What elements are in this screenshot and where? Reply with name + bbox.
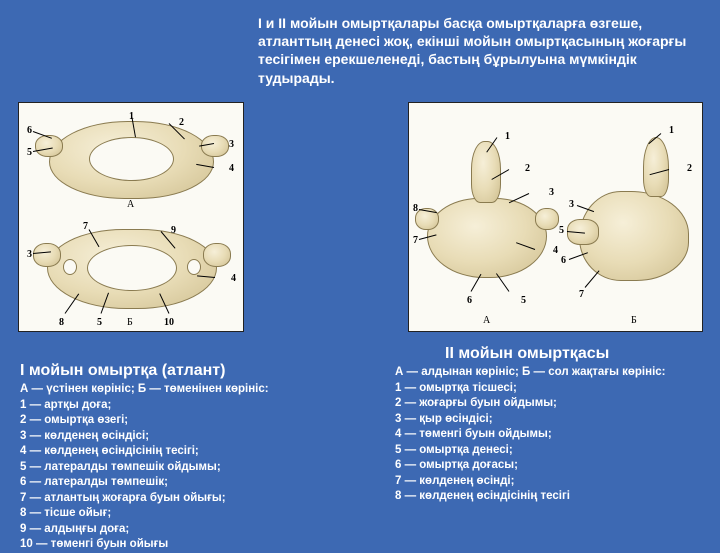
fig-num: 7 — [413, 235, 418, 246]
fig-num: 1 — [669, 125, 674, 136]
legend-item: 4 — төменгі буын ойдымы; — [395, 427, 710, 443]
legend-item: 8 — тісше ойығ; — [20, 506, 350, 522]
fig-num: 4 — [553, 245, 558, 256]
panel-label: А — [127, 199, 134, 210]
fig-num: 9 — [171, 225, 176, 236]
legend-item: 3 — қыр өсіндісі; — [395, 412, 710, 428]
fig-num: 4 — [231, 273, 236, 284]
fig-num: 6 — [27, 125, 32, 136]
fig-num: 3 — [569, 199, 574, 210]
fig-num: 1 — [505, 131, 510, 142]
figure-axis: 1 2 3 4 5 6 7 8 А 1 2 3 5 6 7 Б — [408, 102, 703, 332]
legend-caption: А — алдынан көрініс; Б — сол жақтағы көр… — [395, 365, 710, 381]
legend-item: 6 — омыртқа доғасы; — [395, 458, 710, 474]
fig-num: 4 — [229, 163, 234, 174]
legend-item: 10 — төменгі буын ойығы — [20, 537, 350, 553]
fig-num: 8 — [413, 203, 418, 214]
legend-item: 2 — омыртқа өзегі; — [20, 413, 350, 429]
fig-num: 8 — [59, 317, 64, 328]
legend-item: 1 — омыртқа тісшесі; — [395, 381, 710, 397]
legend-item: 3 — көлденең өсіндісі; — [20, 429, 350, 445]
figure-atlas: 1 2 3 4 5 6 А 7 3 8 5 9 4 10 Б — [18, 102, 244, 332]
fig-num: 2 — [687, 163, 692, 174]
header-text: I и II мойын омыртқалары басқа омыртқала… — [258, 14, 703, 87]
fig-num: 3 — [27, 249, 32, 260]
panel-label: Б — [127, 317, 133, 328]
title-atlas: I мойын омыртқа (атлант) — [20, 362, 225, 380]
fig-num: 7 — [579, 289, 584, 300]
legend-item: 6 — латералды төмпешік; — [20, 475, 350, 491]
fig-num: 5 — [521, 295, 526, 306]
legend-item: 7 — көлденең өсінді; — [395, 474, 710, 490]
fig-num: 2 — [525, 163, 530, 174]
legend-item: 7 — атлантың жоғарға буын ойығы; — [20, 491, 350, 507]
fig-num: 6 — [561, 255, 566, 266]
legend-item: 1 — артқы доға; — [20, 398, 350, 414]
legend-item: 2 — жоғарғы буын ойдымы; — [395, 396, 710, 412]
legend-item: 5 — омыртқа денесі; — [395, 443, 710, 459]
fig-num: 5 — [97, 317, 102, 328]
fig-num: 5 — [559, 225, 564, 236]
fig-num: 7 — [83, 221, 88, 232]
title-axis: II мойын омыртқасы — [445, 345, 609, 363]
legend-item: 4 — көлденең өсіндісінің тесігі; — [20, 444, 350, 460]
legend-atlas: А — үстінен көрініс; Б — төменінен көрін… — [20, 382, 350, 553]
panel-label: А — [483, 315, 490, 326]
fig-num: 6 — [467, 295, 472, 306]
legend-caption: А — үстінен көрініс; Б — төменінен көрін… — [20, 382, 350, 398]
legend-item: 9 — алдыңғы доға; — [20, 522, 350, 538]
legend-item: 8 — көлденең өсіндісінің тесігі — [395, 489, 710, 505]
fig-num: 2 — [179, 117, 184, 128]
fig-num: 3 — [229, 139, 234, 150]
fig-num: 3 — [549, 187, 554, 198]
legend-item: 5 — латералды төмпешік ойдымы; — [20, 460, 350, 476]
panel-label: Б — [631, 315, 637, 326]
legend-axis: А — алдынан көрініс; Б — сол жақтағы көр… — [395, 365, 710, 505]
header-bold: I и II мойын — [258, 15, 342, 31]
fig-num: 5 — [27, 147, 32, 158]
fig-num: 10 — [164, 317, 174, 328]
